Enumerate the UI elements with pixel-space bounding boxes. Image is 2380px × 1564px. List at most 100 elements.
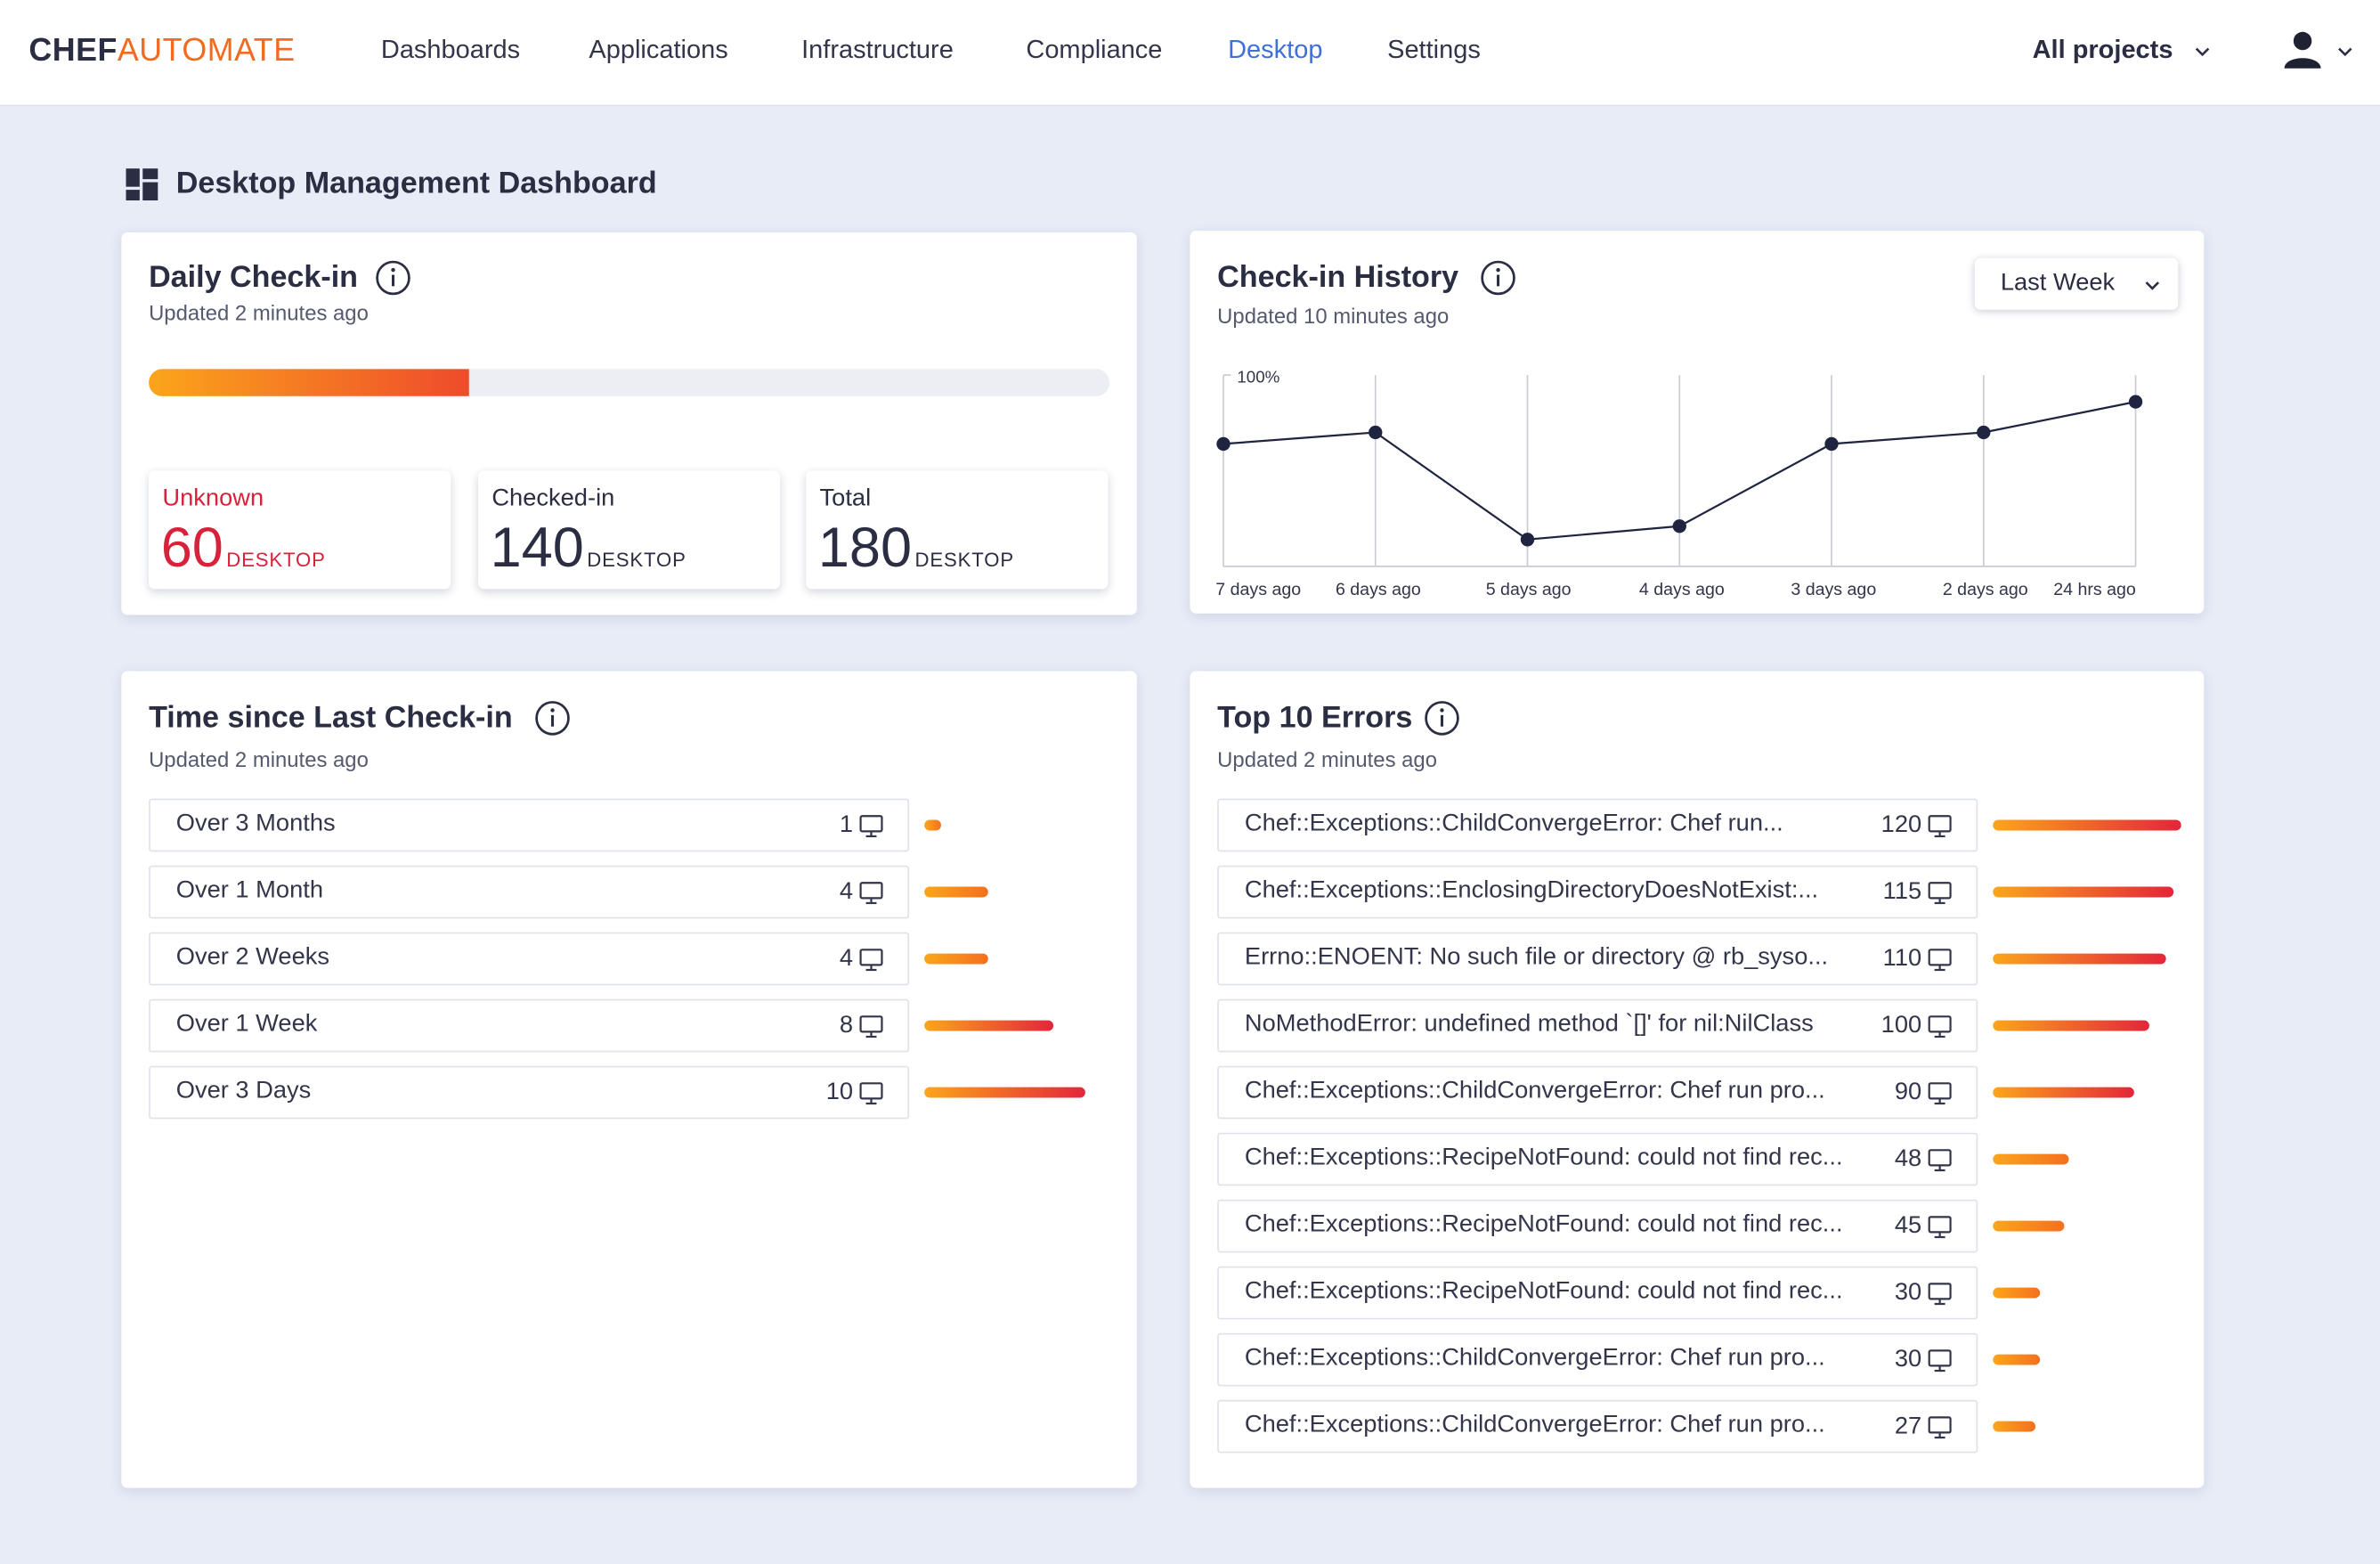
stat-unit: DESKTOP <box>226 548 325 571</box>
list-row[interactable]: Chef::Exceptions::RecipeNotFound: could … <box>1217 1133 1978 1186</box>
stat-label: Unknown <box>162 486 264 514</box>
stat-number: 60 <box>161 517 223 581</box>
list-row[interactable]: Chef::Exceptions::RecipeNotFound: could … <box>1217 1267 1978 1320</box>
brand: CHEFAUTOMATE <box>28 34 295 70</box>
row-label: NoMethodError: undefined method `[]' for… <box>1245 1011 1814 1039</box>
icon-tile <box>126 168 139 186</box>
screen <box>1929 1417 1951 1432</box>
card-updated: Updated 2 minutes ago <box>1217 747 1437 771</box>
desktop-icon <box>1928 881 1952 905</box>
row-count: 100 <box>1881 1013 1922 1040</box>
desktop-icon <box>1928 1014 1952 1039</box>
project-filter[interactable]: All projects <box>2033 35 2173 65</box>
stat-label: Total <box>820 486 872 514</box>
screen <box>1929 1350 1951 1365</box>
list-row[interactable]: Chef::Exceptions::EnclosingDirectoryDoes… <box>1217 866 1978 919</box>
screen <box>1929 949 1951 965</box>
row-label: Chef::Exceptions::RecipeNotFound: could … <box>1245 1278 1843 1306</box>
count-bar <box>1993 820 2181 831</box>
desktop-icon <box>1928 1081 1952 1105</box>
nav-link[interactable]: Settings <box>1387 35 1481 65</box>
desktop-icon <box>859 948 883 972</box>
list-row[interactable]: Over 1 Month4 <box>149 866 909 919</box>
row-label: Chef::Exceptions::RecipeNotFound: could … <box>1245 1211 1843 1239</box>
nav-link[interactable]: Applications <box>589 35 727 65</box>
x-tick-label: 3 days ago <box>1791 580 1876 599</box>
desktop-icon <box>1928 1282 1952 1306</box>
chevron <box>2339 49 2352 55</box>
x-tick-label: 6 days ago <box>1336 580 1421 599</box>
screen <box>861 1083 882 1098</box>
list-row[interactable]: Over 2 Weeks4 <box>149 933 909 986</box>
info-dot <box>550 708 554 712</box>
user-head <box>2294 32 2311 50</box>
card-updated: Updated 2 minutes ago <box>149 301 369 325</box>
stat-value: 140DESKTOP <box>491 517 686 581</box>
top-nav: CHEFAUTOMATE Dashboards Applications Infras… <box>0 0 2380 106</box>
info-icon <box>534 700 571 737</box>
stat-box: Checked-in140DESKTOP <box>478 470 780 589</box>
line-chart: 100%7 days ago6 days ago5 days ago4 days… <box>1190 231 2205 614</box>
list-row[interactable]: Chef::Exceptions::ChildConvergeError: Ch… <box>1217 799 1978 852</box>
card: Check-in HistoryUpdated 10 minutes agoLa… <box>1190 231 2205 614</box>
desktop-icon <box>1928 1215 1952 1239</box>
list-row[interactable]: Over 1 Week8 <box>149 999 909 1053</box>
chevron <box>2197 49 2209 55</box>
list-row[interactable]: Chef::Exceptions::ChildConvergeError: Ch… <box>1217 1400 1978 1454</box>
list-row[interactable]: Chef::Exceptions::RecipeNotFound: could … <box>1217 1200 1978 1253</box>
stat-value: 60DESKTOP <box>161 517 326 581</box>
row-label: Over 1 Week <box>176 1011 318 1039</box>
row-label: Chef::Exceptions::EnclosingDirectoryDoes… <box>1245 877 1818 905</box>
user-menu[interactable] <box>2281 29 2324 71</box>
list-row[interactable]: Errno::ENOENT: No such file or directory… <box>1217 933 1978 986</box>
list-row[interactable]: Chef::Exceptions::ChildConvergeError: Ch… <box>1217 1333 1978 1387</box>
screen <box>861 949 882 965</box>
page-title: Desktop Management Dashboard <box>176 167 657 202</box>
x-tick-label: 5 days ago <box>1486 580 1572 599</box>
progress-track <box>149 369 1109 396</box>
history-point <box>1521 533 1534 546</box>
icon-tile <box>126 190 139 200</box>
list-row[interactable]: Over 3 Months1 <box>149 799 909 852</box>
list-row[interactable]: NoMethodError: undefined method `[]' for… <box>1217 999 1978 1053</box>
screen <box>861 1016 882 1031</box>
screen <box>1929 883 1951 898</box>
card-title: Daily Check-in <box>149 261 358 296</box>
row-label: Errno::ENOENT: No such file or directory… <box>1245 944 1828 972</box>
list-row[interactable]: Over 3 Days10 <box>149 1066 909 1120</box>
count-bar <box>1993 1021 2149 1031</box>
info-dot <box>1440 708 1443 712</box>
count-bar <box>1993 1355 2040 1365</box>
progress-fill <box>149 369 469 396</box>
row-label: Over 3 Days <box>176 1078 312 1105</box>
count-bar <box>1993 1288 2040 1299</box>
screen <box>1929 816 1951 831</box>
desktop-icon <box>859 881 883 905</box>
row-count: 48 <box>1895 1146 1921 1174</box>
nav-link[interactable]: Dashboards <box>381 35 520 65</box>
nav-link[interactable]: Desktop <box>1228 35 1322 65</box>
count-bar <box>924 1087 1085 1098</box>
count-bar <box>1993 954 2165 965</box>
x-tick-label: 24 hrs ago <box>2053 580 2136 599</box>
count-bar <box>1993 887 2173 898</box>
desktop-icon <box>1928 948 1952 972</box>
list-row[interactable]: Chef::Exceptions::ChildConvergeError: Ch… <box>1217 1066 1978 1120</box>
row-label: Chef::Exceptions::ChildConvergeError: Ch… <box>1245 811 1783 838</box>
history-point <box>1216 437 1230 451</box>
count-bar <box>924 954 988 965</box>
y-tick-label: 100% <box>1237 368 1279 387</box>
screen <box>1929 1217 1951 1232</box>
screen <box>1929 1150 1951 1165</box>
row-count: 4 <box>840 879 853 907</box>
screen <box>1929 1083 1951 1098</box>
nav-link[interactable]: Compliance <box>1026 35 1162 65</box>
stat-number: 140 <box>491 517 584 581</box>
row-count: 120 <box>1881 812 1922 840</box>
row-count: 27 <box>1895 1413 1921 1441</box>
count-bar <box>1993 1221 2063 1232</box>
nav-link[interactable]: Infrastructure <box>801 35 954 65</box>
card: Top 10 ErrorsUpdated 2 minutes agoChef::… <box>1190 671 2205 1487</box>
